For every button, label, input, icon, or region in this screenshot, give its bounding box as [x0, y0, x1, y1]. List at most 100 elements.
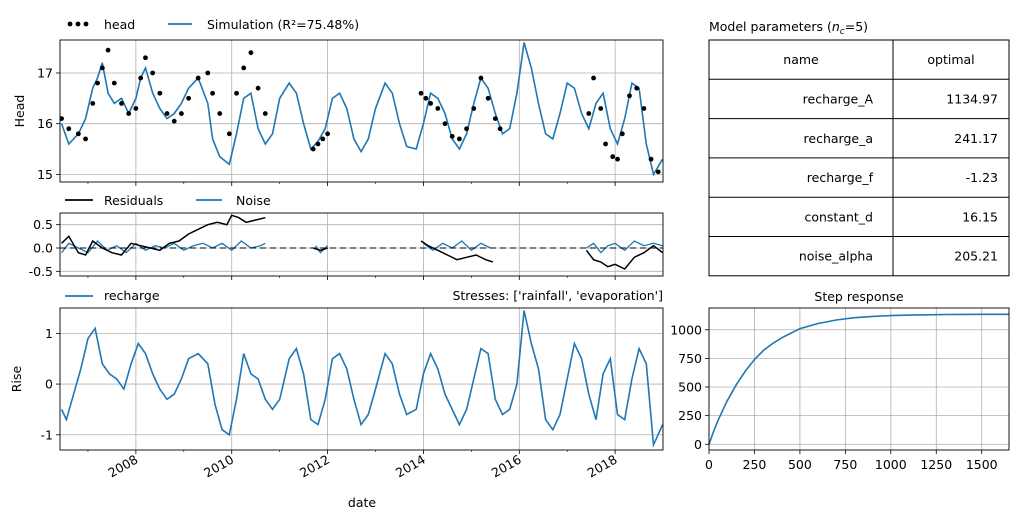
- x-tick-label: 2012: [297, 452, 332, 481]
- residuals-line: [61, 214, 266, 256]
- head-observation-point: [143, 55, 148, 61]
- head-observation-point: [428, 100, 434, 106]
- head-observation-point: [75, 131, 81, 137]
- y-tick-label: 0.5: [33, 217, 53, 232]
- head-observation-point: [179, 111, 184, 116]
- y-tick-label: 16: [37, 116, 53, 131]
- head-observation-point: [485, 95, 491, 101]
- table-cell-value: 241.17: [954, 131, 998, 146]
- head-observation-point: [83, 136, 88, 142]
- table-cell-name: recharge_f: [807, 170, 874, 185]
- legend-head-marker: [67, 21, 73, 27]
- x-tick-label: 1250: [920, 457, 952, 472]
- legend-residuals-label: Residuals: [104, 193, 163, 208]
- head-observation-point: [610, 154, 616, 160]
- stresses-title: Stresses: ['rainfall', 'evaporation']: [452, 288, 663, 303]
- table-cell-name: constant_d: [804, 209, 873, 224]
- head-observation-point: [598, 106, 604, 111]
- residuals-line: [312, 247, 328, 252]
- y-tick-label: 1: [45, 326, 53, 341]
- plot-area: [60, 310, 663, 449]
- y-tick-label: 15: [37, 167, 53, 182]
- head-observation-point: [217, 111, 223, 116]
- axes-frame: [708, 307, 1010, 451]
- head-observation-point: [435, 106, 441, 111]
- y-tick-label: 250: [678, 408, 702, 423]
- head-observation-point: [418, 90, 424, 96]
- y-tick-label: -0.5: [29, 264, 53, 279]
- step-response-panel: 0 250 500 750 1000 1250 1500 0 250 500 750 1000 Step…: [670, 289, 1010, 472]
- head-observation-point: [186, 95, 191, 101]
- table-header-name: name: [783, 52, 819, 67]
- head-observation-point: [619, 131, 625, 137]
- axes-frame: [59, 212, 664, 277]
- recharge-line: [60, 310, 663, 449]
- table-cell-value: -1.23: [966, 170, 998, 185]
- head-observation-point: [615, 156, 620, 162]
- head-observation-point: [234, 90, 239, 96]
- legend-head-marker: [83, 21, 89, 27]
- axes-frame: [59, 39, 664, 183]
- axes-frame: [59, 307, 664, 451]
- noise-line: [586, 240, 663, 254]
- head-observation-point: [171, 118, 177, 124]
- x-tick-label: 2014: [393, 452, 428, 481]
- table-cell-name: recharge_A: [803, 91, 874, 106]
- head-observation-point: [95, 80, 100, 86]
- head-observation-point: [138, 75, 144, 81]
- x-tick-label: 750: [833, 457, 857, 472]
- head-observation-point: [90, 100, 96, 106]
- head-observation-point: [66, 126, 72, 132]
- y-tick-label: 0: [694, 437, 702, 452]
- head-observation-point: [310, 146, 316, 152]
- head-observation-point: [105, 47, 111, 53]
- table-cell-value: 1134.97: [946, 91, 998, 106]
- y-tick-label: 0: [45, 377, 53, 392]
- head-y-axis-label: Head: [12, 95, 27, 128]
- head-observation-point: [492, 116, 498, 122]
- x-tick-label: 500: [788, 457, 812, 472]
- legend-head-marker: [75, 21, 81, 27]
- table-cell-name: recharge_a: [804, 131, 873, 146]
- head-observation-point: [119, 100, 124, 106]
- x-tick-label: 2018: [585, 452, 620, 481]
- table-cell-value: 16.15: [962, 209, 998, 224]
- head-observation-point: [478, 75, 484, 81]
- table-cell-name: noise_alpha: [799, 249, 873, 264]
- head-observation-point: [471, 106, 477, 111]
- head-observation-point: [255, 85, 261, 91]
- head-observation-point: [586, 111, 592, 116]
- table-header-optimal: optimal: [927, 52, 974, 67]
- head-observation-point: [627, 93, 632, 99]
- recharge-y-axis-label: Rise: [9, 366, 24, 393]
- head-observation-point: [456, 136, 462, 142]
- table-cell-value: 205.21: [954, 249, 998, 264]
- table-title-sub: c: [840, 27, 845, 37]
- head-observation-point: [423, 95, 429, 101]
- head-observation-point: [241, 65, 247, 71]
- residuals-panel: -0.5 0.0 0.5 Residuals Noise: [29, 193, 664, 280]
- head-observation-point: [603, 141, 608, 147]
- head-observation-point: [133, 106, 139, 111]
- x-tick-label: 2008: [105, 452, 140, 481]
- x-tick-label: 2010: [201, 452, 236, 481]
- head-observation-point: [449, 133, 455, 139]
- head-observation-point: [262, 111, 268, 116]
- params-table: Model parameters (nc=5) name optimal rechar…: [708, 19, 1010, 277]
- y-tick-label: 1000: [670, 322, 702, 337]
- x-tick-label: 1500: [966, 457, 998, 472]
- head-observation-point: [641, 106, 647, 111]
- date-axis: 2008 2010 2012 2014 2016 2018 date: [105, 452, 619, 510]
- head-observation-point: [464, 126, 469, 132]
- legend-simulation-label: Simulation (R²=75.48%): [207, 17, 359, 32]
- recharge-panel: -1 0 1 Rise recharge Stresses: ['rainfall', '…: [9, 288, 664, 454]
- y-tick-label: 500: [678, 380, 702, 395]
- x-tick-label: 2016: [489, 452, 524, 481]
- x-tick-label: 0: [705, 457, 713, 472]
- simulation-line: [60, 42, 663, 177]
- table-title-prefix: Model parameters (: [709, 19, 832, 34]
- table-title-suffix: =5): [845, 19, 868, 34]
- step-response-line: [708, 313, 1009, 445]
- head-observation-point: [315, 141, 321, 147]
